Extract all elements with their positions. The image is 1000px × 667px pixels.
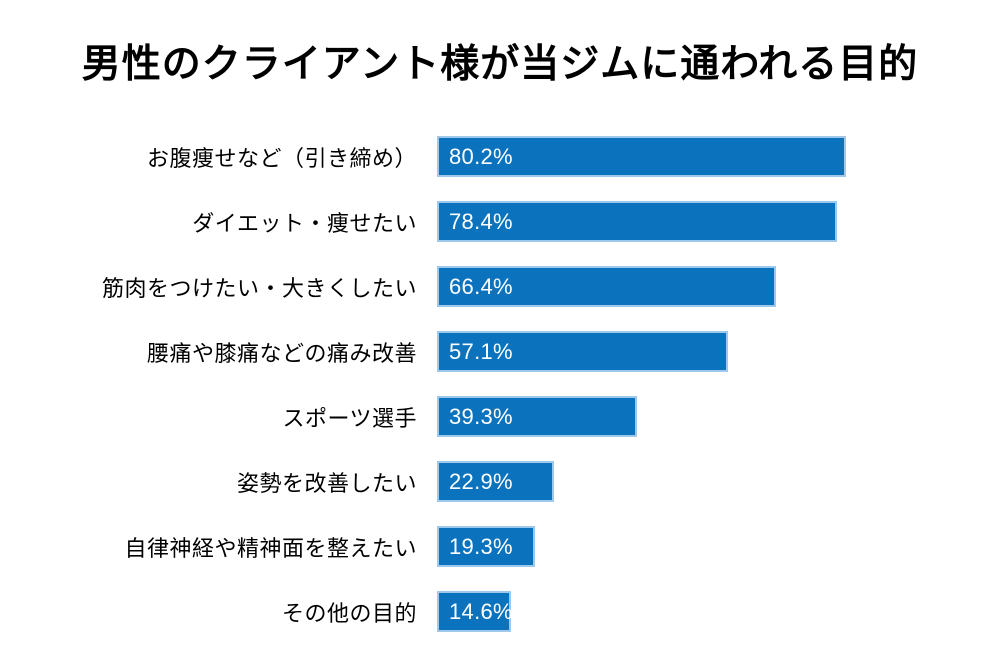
value-bar: 19.3% [437,526,535,567]
bar-track: 14.6% [437,591,957,632]
chart-title: 男性のクライアント様が当ジムに通われる目的 [81,43,919,86]
bar-track: 57.1% [437,331,957,372]
value-bar: 66.4% [437,266,776,307]
value-bar: 80.2% [437,136,846,177]
bar-track: 78.4% [437,201,957,242]
bar-track: 39.3% [437,396,957,437]
category-label: 筋肉をつけたい・大きくしたい [101,275,417,301]
bar-track: 22.9% [437,461,957,502]
value-bar: 57.1% [437,331,728,372]
value-bar: 14.6% [437,591,513,632]
bar-track: 66.4% [437,266,957,307]
bar-row: その他の目的 14.6% [0,579,1000,644]
category-label: その他の目的 [281,600,417,626]
category-label: 自律神経や精神面を整えたい [124,535,417,561]
bar-track: 80.2% [437,136,957,177]
bar-row: 姿勢を改善したい 22.9% [0,449,1000,514]
bar-track: 19.3% [437,526,957,567]
bar-row: 筋肉をつけたい・大きくしたい 66.4% [0,254,1000,319]
bar-row: ダイエット・痩せたい 78.4% [0,189,1000,254]
category-label: お腹痩せなど（引き締め） [146,145,417,171]
value-label: 66.4% [449,273,513,299]
bar-chart: お腹痩せなど（引き締め） 80.2% ダイエット・痩せたい 78.4% 筋肉をつけたい・… [0,124,1000,644]
value-label: 80.2% [449,143,513,169]
category-label: 腰痛や膝痛などの痛み改善 [146,340,417,366]
value-label: 39.3% [449,403,513,429]
bar-row: 腰痛や膝痛などの痛み改善 57.1% [0,319,1000,384]
value-bar: 78.4% [437,201,837,242]
category-label: 姿勢を改善したい [236,470,417,496]
value-label: 19.3% [449,533,513,559]
value-label: 14.6% [449,598,513,624]
value-label: 57.1% [449,338,513,364]
value-bar: 22.9% [437,461,554,502]
category-label: スポーツ選手 [282,405,417,431]
category-label: ダイエット・痩せたい [192,210,417,236]
bar-row: お腹痩せなど（引き締め） 80.2% [0,124,1000,189]
value-label: 22.9% [449,468,513,494]
value-label: 78.4% [449,208,513,234]
value-bar: 39.3% [437,396,637,437]
bar-row: 自律神経や精神面を整えたい 19.3% [0,514,1000,579]
bar-row: スポーツ選手 39.3% [0,384,1000,449]
